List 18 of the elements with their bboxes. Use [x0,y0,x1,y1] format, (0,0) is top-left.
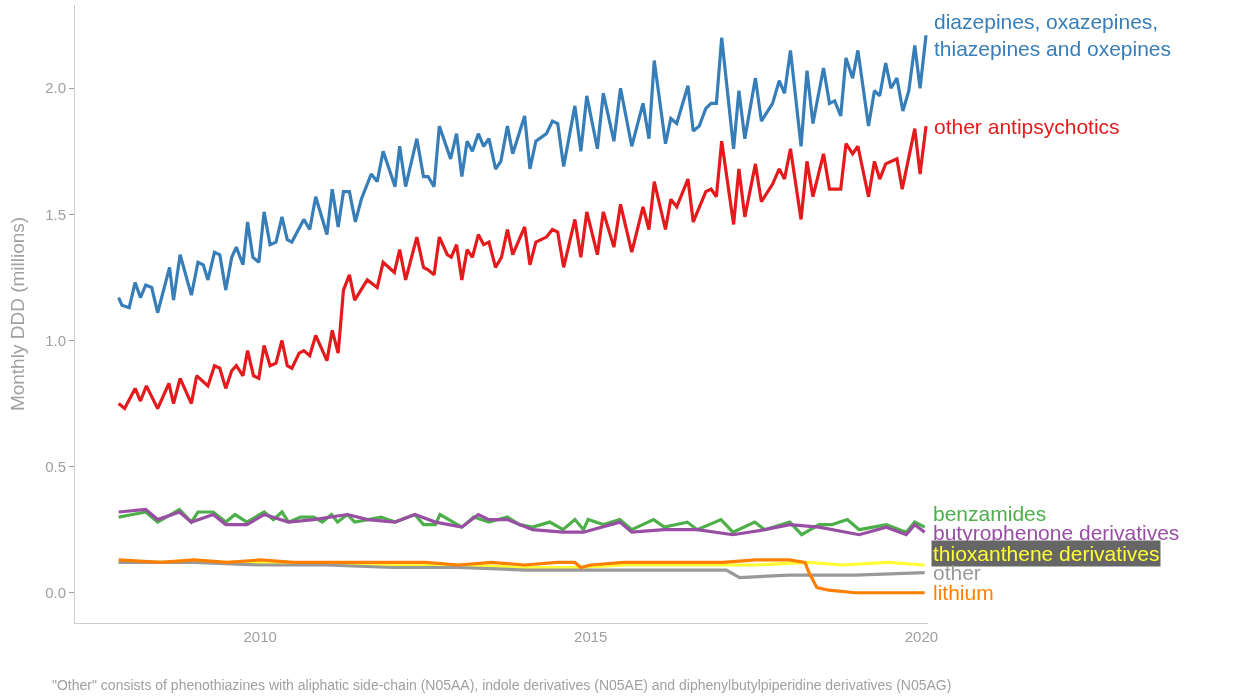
y-tick-label: 0.5 [45,457,66,475]
series-label: other antipsychotics [934,115,1120,138]
x-tick-label: 2015 [574,628,608,645]
series-label: diazepines, oxazepines, thiazepines and oxepines [934,10,1172,61]
line-series [117,558,927,595]
x-tick-label: 2010 [243,628,277,645]
y-tick-label: 2.0 [45,79,66,97]
line-series [117,560,927,580]
y-tick-label: 1.5 [45,205,66,223]
line-series [117,33,928,315]
y-tick-label: 1.0 [45,331,66,349]
line-series [117,124,928,411]
y-tick-label: 0.0 [45,583,66,601]
series-label: lithium [933,581,994,604]
x-tick-label: 2020 [904,628,939,645]
series-label: thioxanthene derivatives [933,542,1160,565]
y-axis-title: Monthly DDD (millions) [6,216,28,412]
text: "Other" consists of phenothiazines with aliphatic side-chain (N05AA), indole derivatives (N05AE) and diphenylbutylpiperidine derivatives (N05AG) [52,677,952,693]
